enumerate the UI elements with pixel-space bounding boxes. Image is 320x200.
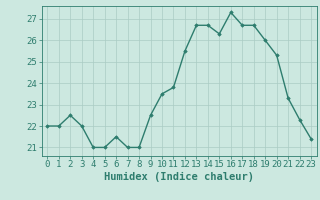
X-axis label: Humidex (Indice chaleur): Humidex (Indice chaleur) — [104, 172, 254, 182]
